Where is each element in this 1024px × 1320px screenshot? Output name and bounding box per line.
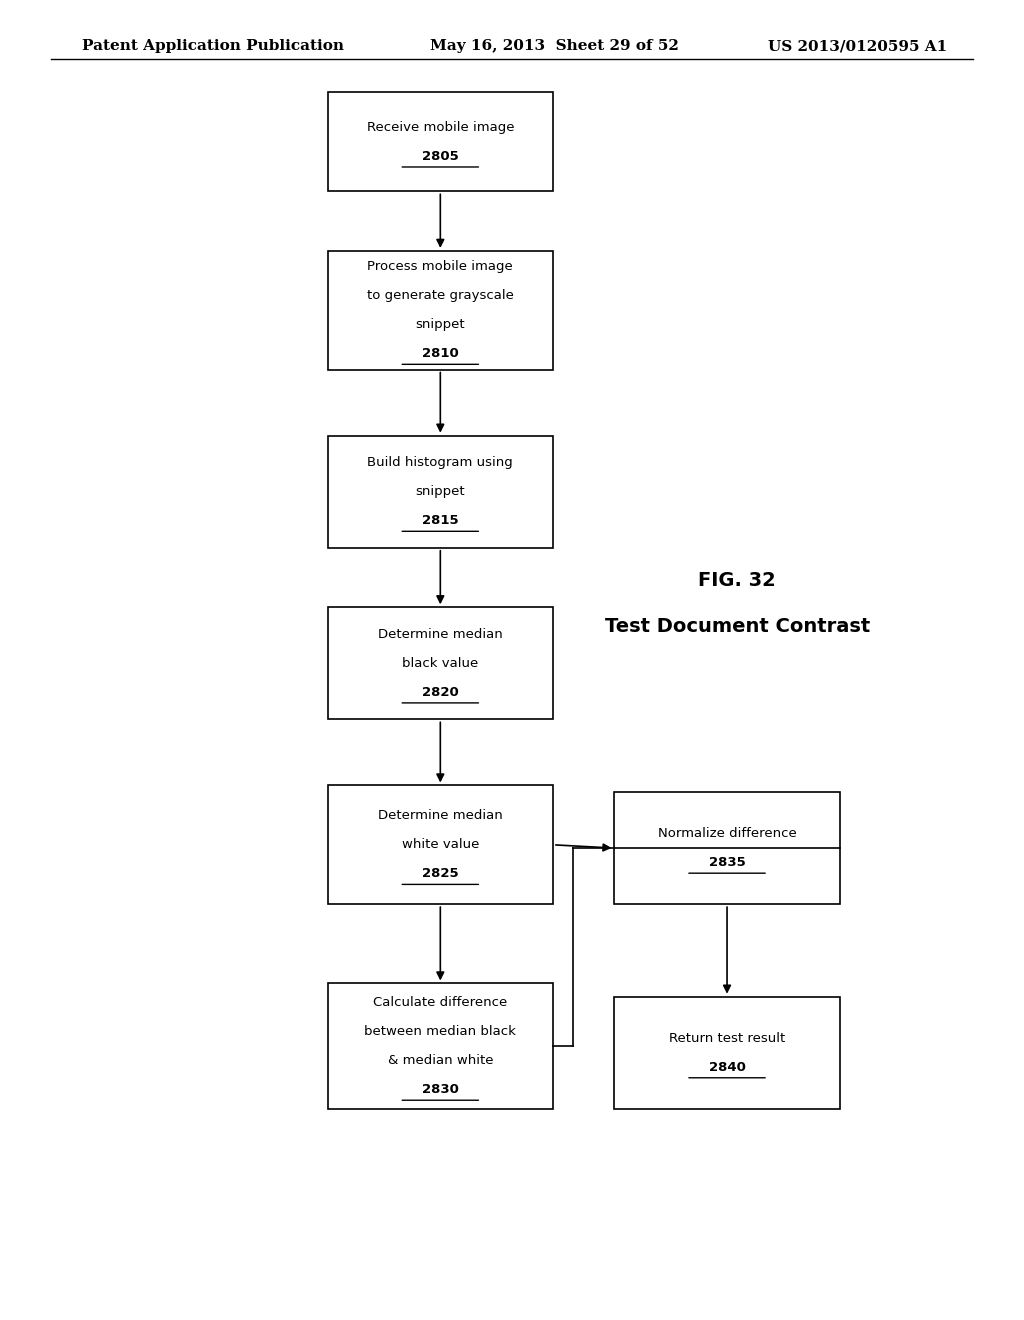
FancyBboxPatch shape — [328, 251, 553, 370]
Text: Build histogram using: Build histogram using — [368, 457, 513, 469]
Text: US 2013/0120595 A1: US 2013/0120595 A1 — [768, 40, 947, 53]
FancyBboxPatch shape — [328, 607, 553, 719]
Point — [547, 1038, 559, 1053]
Text: Determine median: Determine median — [378, 628, 503, 640]
Text: Test Document Contrast: Test Document Contrast — [604, 618, 870, 636]
Text: Patent Application Publication: Patent Application Publication — [82, 40, 344, 53]
Text: Calculate difference: Calculate difference — [373, 997, 508, 1008]
Text: May 16, 2013  Sheet 29 of 52: May 16, 2013 Sheet 29 of 52 — [430, 40, 679, 53]
Text: black value: black value — [402, 657, 478, 669]
Point — [567, 1038, 580, 1053]
Text: between median black: between median black — [365, 1026, 516, 1038]
Text: white value: white value — [401, 838, 479, 851]
Point — [567, 1038, 580, 1053]
FancyBboxPatch shape — [328, 436, 553, 548]
Text: snippet: snippet — [416, 486, 465, 498]
Text: 2815: 2815 — [422, 515, 459, 527]
Text: 2825: 2825 — [422, 867, 459, 880]
FancyBboxPatch shape — [328, 92, 553, 191]
Text: 2840: 2840 — [709, 1061, 745, 1073]
Text: 2820: 2820 — [422, 686, 459, 698]
Text: Normalize difference: Normalize difference — [657, 828, 797, 840]
Text: Receive mobile image: Receive mobile image — [367, 121, 514, 133]
Text: Process mobile image: Process mobile image — [368, 260, 513, 273]
Text: Return test result: Return test result — [669, 1032, 785, 1044]
Text: 2810: 2810 — [422, 347, 459, 360]
Text: 2830: 2830 — [422, 1084, 459, 1096]
Text: snippet: snippet — [416, 318, 465, 331]
Text: FIG. 32: FIG. 32 — [698, 572, 776, 590]
FancyBboxPatch shape — [328, 785, 553, 904]
Point — [567, 841, 580, 857]
Text: to generate grayscale: to generate grayscale — [367, 289, 514, 302]
FancyBboxPatch shape — [614, 997, 840, 1109]
FancyBboxPatch shape — [614, 792, 840, 904]
Text: Determine median: Determine median — [378, 809, 503, 822]
Text: 2835: 2835 — [709, 857, 745, 869]
Text: 2805: 2805 — [422, 150, 459, 162]
FancyBboxPatch shape — [328, 983, 553, 1109]
Point — [834, 841, 846, 857]
Text: & median white: & median white — [387, 1055, 494, 1067]
Point — [567, 841, 580, 857]
